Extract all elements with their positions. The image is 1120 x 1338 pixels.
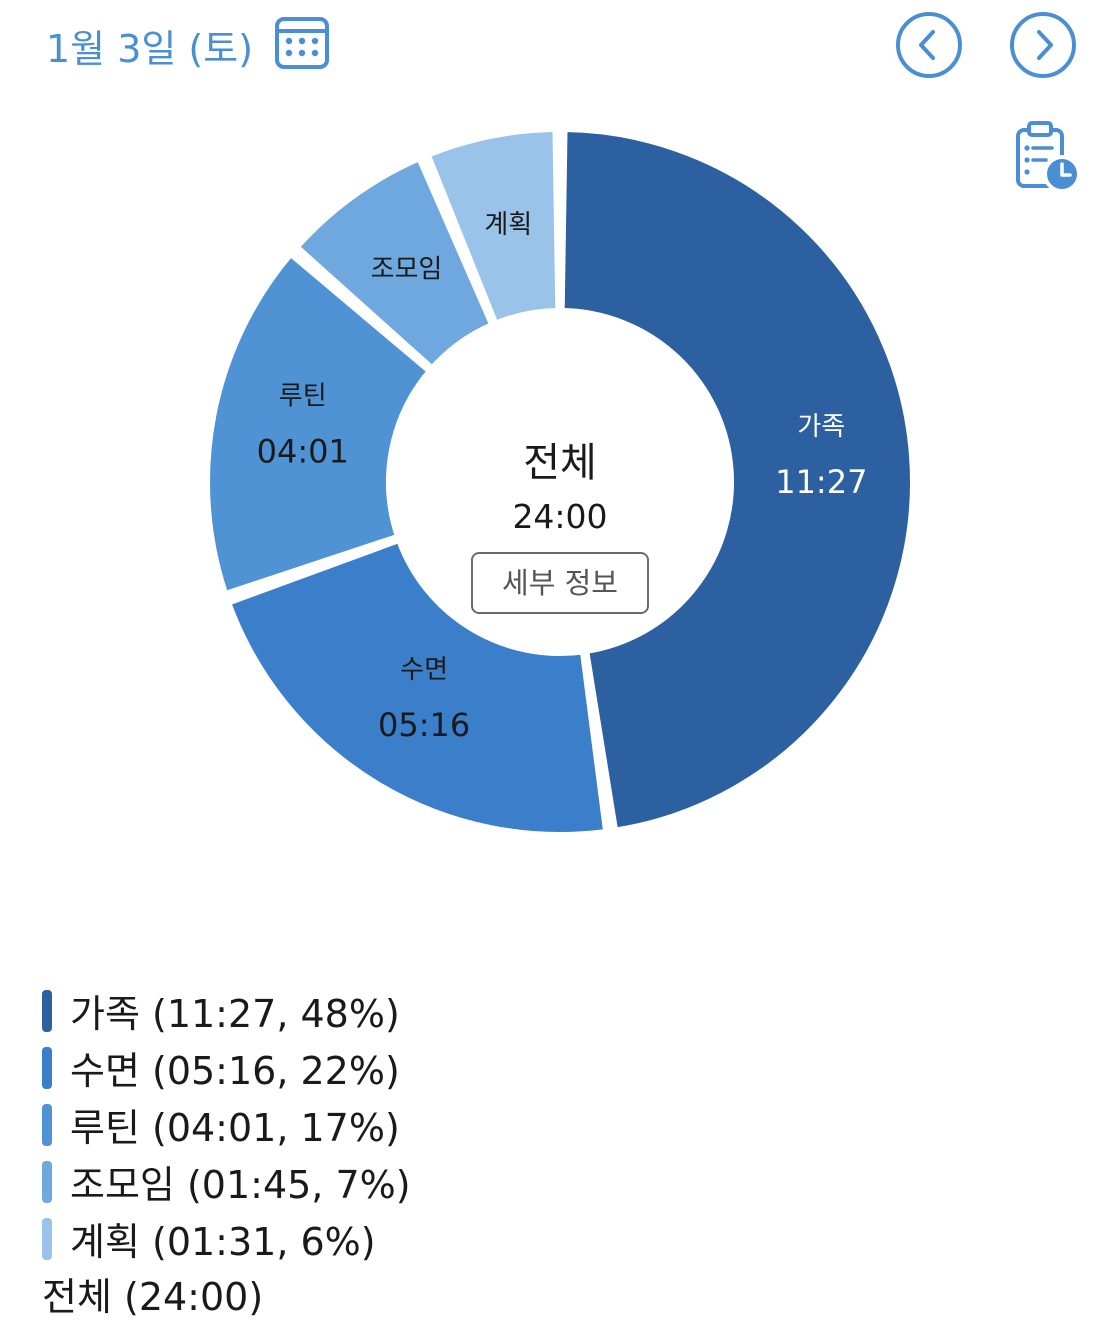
legend: 가족 (11:27, 48%) 수면 (05:16, 22%) 루틴 (04:0…: [42, 982, 642, 1267]
donut-slice[interactable]: [426, 128, 560, 325]
legend-text: 계획 (01:31, 6%): [70, 1220, 376, 1264]
legend-item: 수면 (05:16, 22%): [42, 1039, 642, 1096]
legend-text: 조모임 (01:45, 7%): [70, 1163, 411, 1207]
legend-item: 루틴 (04:01, 17%): [42, 1096, 642, 1153]
legend-text: 수면 (05:16, 22%): [70, 1049, 400, 1093]
legend-text: 가족 (11:27, 48%): [70, 992, 400, 1036]
center-total: 24:00: [512, 497, 608, 536]
slice-value: 11:27: [775, 463, 867, 501]
clipboard-clock-icon[interactable]: [1010, 118, 1082, 196]
donut-slice[interactable]: [206, 253, 431, 595]
legend-item: 가족 (11:27, 48%): [42, 982, 642, 1039]
donut-chart-svg: 가족 11:27 수면 05:16 루틴 04:01 조모임 계획: [206, 128, 914, 836]
legend-swatch: [42, 1160, 52, 1203]
date-title[interactable]: 1월 3일 (토): [46, 27, 254, 71]
legend-swatch: [42, 1046, 52, 1089]
calendar-icon[interactable]: [272, 14, 332, 72]
slice-label: 수면: [400, 655, 448, 685]
donut-slice[interactable]: [296, 157, 494, 370]
legend-item: 조모임 (01:45, 7%): [42, 1153, 642, 1210]
detail-info-button[interactable]: 세부 정보: [471, 552, 649, 614]
slice-label: 루틴: [279, 382, 327, 412]
legend-swatch: [42, 1217, 52, 1260]
legend-total: 전체 (24:00): [42, 1275, 264, 1319]
donut-chart: 가족 11:27 수면 05:16 루틴 04:01 조모임 계획: [0, 100, 1120, 860]
center-title: 전체: [523, 440, 597, 486]
header: 1월 3일 (토): [0, 0, 1120, 100]
chevron-left-circle-icon[interactable]: [893, 9, 965, 81]
legend-swatch: [42, 989, 52, 1032]
donut-slice[interactable]: [560, 128, 914, 832]
slice-label: 조모임: [371, 255, 443, 285]
donut-slice[interactable]: [227, 539, 608, 836]
chevron-right-circle-icon[interactable]: [1007, 9, 1079, 81]
slice-label: 가족: [797, 412, 845, 442]
legend-text: 루틴 (04:01, 17%): [70, 1106, 400, 1150]
slice-label: 계획: [484, 210, 532, 240]
slice-value: 04:01: [257, 433, 349, 471]
legend-swatch: [42, 1103, 52, 1146]
legend-item: 계획 (01:31, 6%): [42, 1210, 642, 1267]
slice-value: 05:16: [378, 706, 470, 744]
